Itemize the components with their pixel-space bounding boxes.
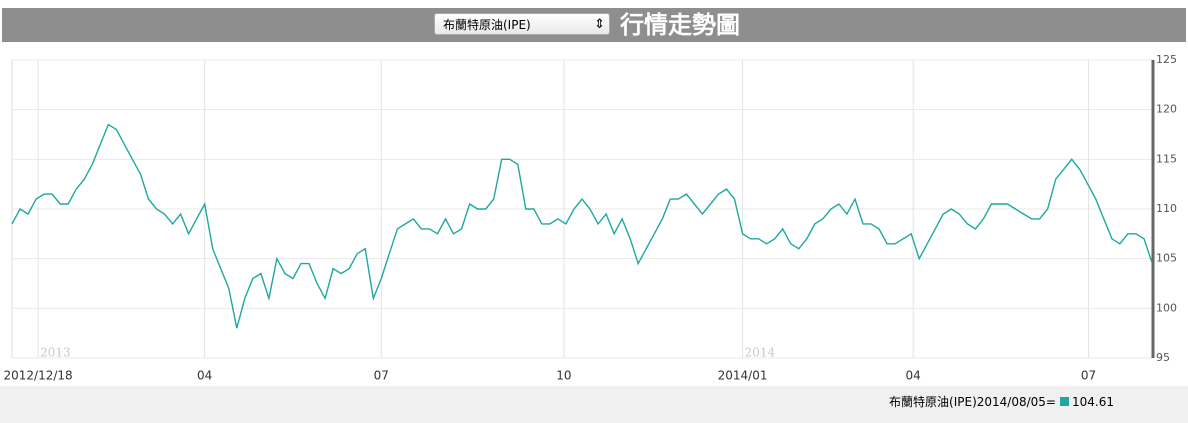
y-tick-label: 95 [1156, 351, 1170, 364]
footer-label: 布蘭特原油(IPE)2014/08/05= [889, 395, 1056, 409]
x-tick-label: 04 [197, 369, 212, 383]
footer: 布蘭特原油(IPE)2014/08/05= 104.61 [0, 386, 1188, 423]
y-tick-label: 120 [1156, 103, 1177, 116]
price-line [11, 123, 1153, 329]
y-tick-label: 110 [1156, 202, 1177, 215]
footer-readout: 布蘭特原油(IPE)2014/08/05= 104.61 [889, 393, 1114, 410]
x-tick-label: 07 [374, 369, 389, 383]
chart: 95 100 105 110 115 120 125 2012/12/18 04 07 10 2014… [4, 53, 1177, 383]
header-title: 行情走勢圖 [620, 10, 740, 39]
last-value: 104.61 [1072, 395, 1114, 409]
x-tick-label: 2014/01 [718, 369, 768, 383]
x-tick-label: 2012/12/18 [4, 369, 73, 383]
commodity-select[interactable]: 布蘭特原油(IPE) [434, 13, 610, 36]
y-tick-label: 100 [1156, 301, 1177, 314]
y-tick-label: 125 [1156, 53, 1177, 66]
y-tick-label: 115 [1156, 152, 1177, 165]
y-tick-label: 105 [1156, 252, 1177, 265]
year-annotation: 2014 [745, 346, 776, 360]
x-tick-label: 10 [556, 369, 571, 383]
x-tick-label: 04 [906, 369, 921, 383]
header-bar: 布蘭特原油(IPE) 行情走勢圖 [2, 8, 1186, 42]
x-tick-label: 07 [1081, 369, 1096, 383]
year-annotation: 2013 [40, 346, 71, 360]
legend-swatch [1060, 397, 1069, 406]
